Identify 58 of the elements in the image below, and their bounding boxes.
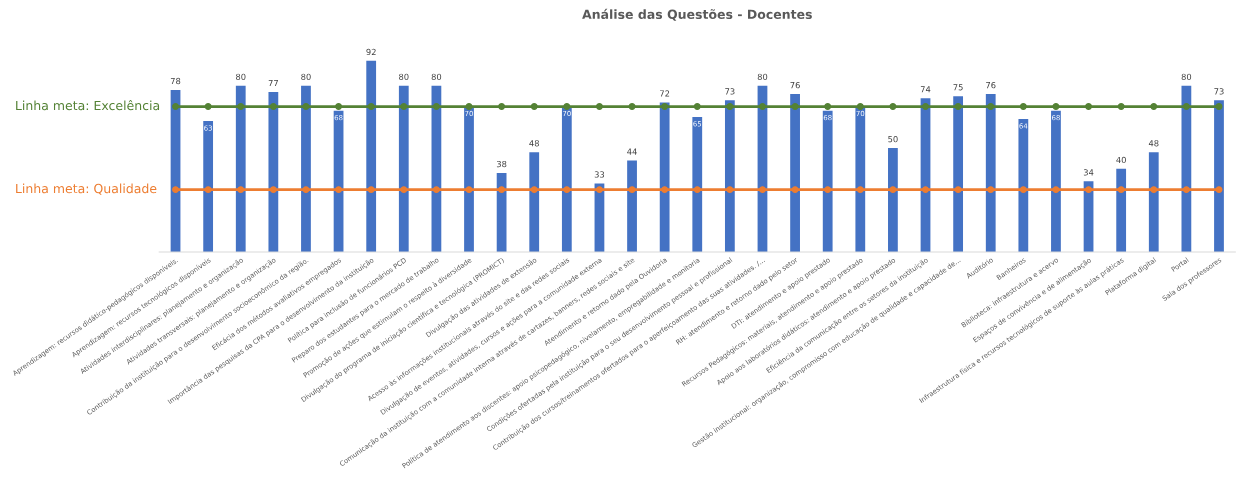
bar [301, 85, 311, 252]
data-label: 80 [431, 73, 442, 81]
bar [822, 110, 833, 252]
bar [855, 106, 866, 252]
bar [627, 160, 637, 252]
bar [561, 106, 572, 252]
bar [170, 89, 181, 252]
bar [464, 106, 474, 252]
bar [235, 85, 246, 252]
bar [724, 100, 735, 252]
data-label: 78 [170, 77, 181, 85]
data-label: 76 [986, 82, 996, 89]
data-label: 80 [757, 73, 768, 81]
data-label: 80 [1181, 73, 1192, 81]
bar [529, 152, 540, 252]
bar [1116, 168, 1127, 252]
bar [431, 85, 442, 252]
data-label: 74 [920, 86, 931, 93]
bar [268, 92, 279, 252]
data-label: 73 [1214, 88, 1224, 95]
bar [659, 102, 670, 252]
bar [1051, 110, 1061, 252]
data-label: 50 [888, 136, 898, 143]
data-label: 48 [1148, 140, 1159, 147]
bar [333, 110, 344, 252]
data-label: 40 [1116, 156, 1126, 164]
data-label: 72 [660, 90, 670, 97]
data-label: 92 [366, 48, 376, 56]
data-label: 75 [953, 84, 963, 91]
bar [953, 96, 964, 252]
bar [888, 148, 898, 252]
bar [203, 121, 214, 252]
data-label: 44 [627, 148, 637, 155]
bar [985, 94, 996, 252]
bar [920, 98, 931, 252]
data-label: 48 [529, 140, 539, 147]
bar [692, 116, 703, 252]
bar [366, 60, 377, 252]
bar [1214, 100, 1224, 252]
data-label: 80 [399, 73, 409, 81]
bar [1181, 85, 1192, 252]
series-label: Linha meta: Qualidade [16, 183, 157, 195]
bar [496, 173, 507, 252]
data-label: 80 [236, 73, 246, 81]
chart-title: Análise das Questões - Docentes [582, 8, 812, 21]
data-label: 38 [496, 160, 507, 168]
bar [757, 85, 768, 252]
bar [1148, 152, 1159, 252]
data-label: 77 [268, 80, 278, 87]
bar [1018, 119, 1029, 252]
data-label: 73 [725, 88, 735, 95]
series-label: Linha meta: Excelência [16, 100, 160, 111]
bar [398, 85, 409, 252]
data-label: 33 [594, 171, 605, 178]
bar [790, 94, 800, 252]
data-label: 76 [790, 82, 800, 89]
data-label: 80 [301, 73, 311, 81]
data-label: 34 [1083, 169, 1094, 176]
